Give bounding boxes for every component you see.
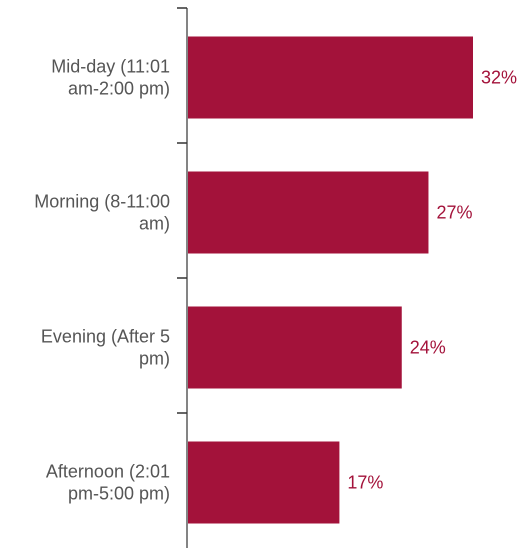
bars — [188, 36, 473, 524]
value-label: 17% — [347, 473, 383, 493]
category-label: Evening (After 5 pm) — [41, 327, 170, 369]
value-labels: 32% 27% 24% 17% — [347, 68, 517, 493]
value-label: 32% — [481, 68, 517, 88]
value-label: 27% — [436, 203, 472, 223]
category-label-line: am-2:00 pm) — [68, 79, 170, 99]
category-label: Afternoon (2:01 pm-5:00 pm) — [46, 462, 170, 504]
category-label-line: pm-5:00 pm) — [68, 484, 170, 504]
category-label-line: am) — [139, 214, 170, 234]
category-label-line: Mid-day (11:01 — [51, 57, 170, 77]
category-axis — [177, 7, 188, 548]
category-label-line: Morning (8-11:00 — [34, 192, 170, 212]
bar — [188, 441, 340, 524]
category-label-line: pm) — [139, 349, 170, 369]
category-labels: Mid-day (11:01 am-2:00 pm) Morning (8-11:0… — [34, 57, 170, 504]
bar — [188, 171, 429, 254]
bar — [188, 36, 473, 119]
category-label-line: Afternoon (2:01 — [46, 462, 170, 482]
category-label-line: Evening (After 5 — [41, 327, 170, 347]
category-label: Mid-day (11:01 am-2:00 pm) — [51, 57, 170, 99]
value-label: 24% — [410, 338, 446, 358]
category-label: Morning (8-11:00 am) — [34, 192, 170, 234]
bar — [188, 306, 402, 389]
